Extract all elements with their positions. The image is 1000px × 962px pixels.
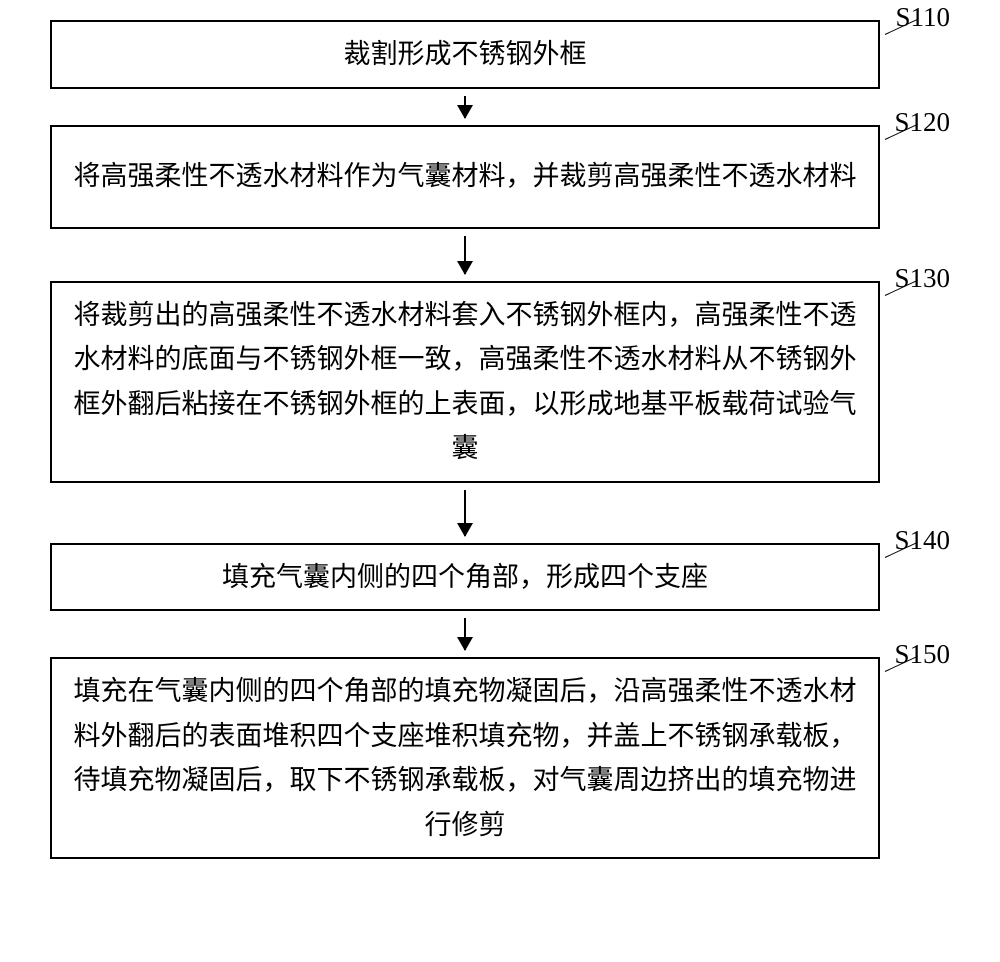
flow-arrow-row — [50, 229, 880, 281]
flow-step-box: 填充在气囊内侧的四个角部的填充物凝固后，沿高强柔性不透水材料外翻后的表面堆积四个… — [50, 657, 880, 859]
flow-step-row: 填充气囊内侧的四个角部，形成四个支座 S140 — [50, 543, 950, 612]
flow-step-text: 裁割形成不锈钢外框 — [344, 32, 587, 77]
flow-arrow-row — [50, 483, 880, 543]
flow-step-label-col: S110 — [880, 20, 950, 80]
flow-step-box: 填充气囊内侧的四个角部，形成四个支座 — [50, 543, 880, 612]
down-arrow-icon — [464, 490, 466, 536]
flowchart-container: 裁割形成不锈钢外框 S110 将高强柔性不透水材料作为气囊材料，并裁剪高强柔性不透水… — [50, 20, 950, 859]
flow-step-label-col: S150 — [880, 657, 950, 853]
flow-step-label-col: S120 — [880, 125, 950, 229]
flow-step-text: 将裁剪出的高强柔性不透水材料套入不锈钢外框内，高强柔性不透水材料的底面与不锈钢外… — [66, 293, 864, 471]
flow-arrow-row — [50, 611, 880, 657]
down-arrow-icon — [464, 618, 466, 650]
flow-step-label-col: S140 — [880, 543, 950, 607]
flow-step-row: 裁割形成不锈钢外框 S110 — [50, 20, 950, 89]
flow-step-label: S130 — [894, 263, 950, 294]
flow-step-label: S140 — [894, 525, 950, 556]
flow-step-row: 将裁剪出的高强柔性不透水材料套入不锈钢外框内，高强柔性不透水材料的底面与不锈钢外… — [50, 281, 950, 483]
flow-step-text: 填充气囊内侧的四个角部，形成四个支座 — [222, 555, 708, 600]
flow-arrow-row — [50, 89, 880, 125]
flow-step-box: 裁割形成不锈钢外框 — [50, 20, 880, 89]
flow-step-text: 将高强柔性不透水材料作为气囊材料，并裁剪高强柔性不透水材料 — [74, 154, 857, 199]
flow-step-row: 将高强柔性不透水材料作为气囊材料，并裁剪高强柔性不透水材料 S120 — [50, 125, 950, 229]
down-arrow-icon — [464, 236, 466, 274]
flow-step-label: S120 — [894, 107, 950, 138]
down-arrow-icon — [464, 96, 466, 118]
flow-step-label: S150 — [894, 639, 950, 670]
flow-step-box: 将高强柔性不透水材料作为气囊材料，并裁剪高强柔性不透水材料 — [50, 125, 880, 229]
flow-step-row: 填充在气囊内侧的四个角部的填充物凝固后，沿高强柔性不透水材料外翻后的表面堆积四个… — [50, 657, 950, 859]
flow-step-text: 填充在气囊内侧的四个角部的填充物凝固后，沿高强柔性不透水材料外翻后的表面堆积四个… — [66, 669, 864, 847]
flow-step-box: 将裁剪出的高强柔性不透水材料套入不锈钢外框内，高强柔性不透水材料的底面与不锈钢外… — [50, 281, 880, 483]
flow-step-label: S110 — [895, 2, 950, 33]
flow-step-label-col: S130 — [880, 281, 950, 477]
